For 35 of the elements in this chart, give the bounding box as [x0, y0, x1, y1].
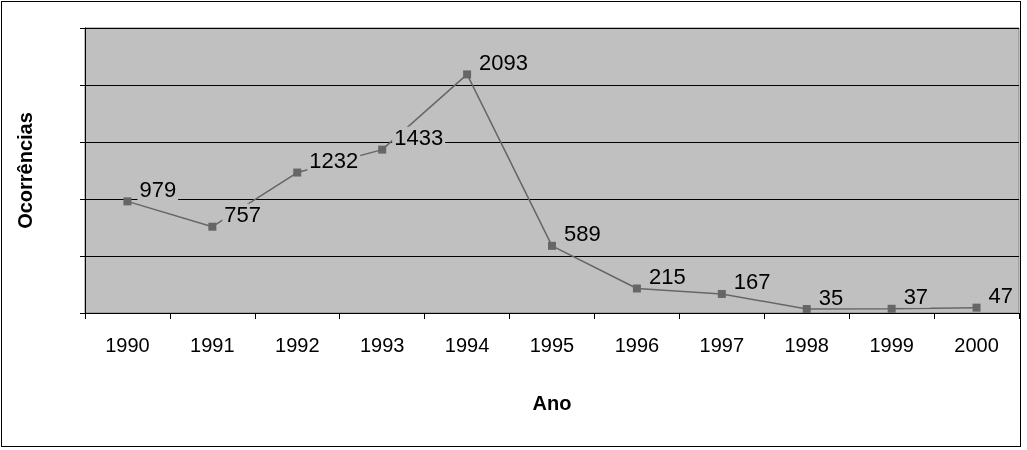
x-tick-label: 1993	[359, 334, 405, 356]
x-tick-label: 1992	[275, 334, 320, 356]
point	[802, 305, 811, 314]
data-label: 1232	[309, 148, 359, 174]
point	[972, 303, 981, 312]
point	[548, 241, 556, 250]
data-label: 37	[903, 284, 929, 310]
x-tick-label: 1994	[444, 334, 490, 356]
data-label: 35	[818, 284, 844, 310]
x-axis-title: Ano	[532, 392, 572, 414]
x-tick-label: 1999	[869, 334, 914, 356]
point	[717, 289, 726, 298]
x-tick-label: 1991	[190, 334, 235, 356]
data-label: 589	[564, 221, 601, 247]
data-label: 2093	[479, 49, 529, 75]
data-label: 757	[224, 202, 262, 228]
data-label: 1433	[394, 125, 444, 151]
data-label: 47	[988, 283, 1014, 309]
point	[378, 145, 387, 154]
x-tick-label: 2000	[954, 334, 999, 356]
point	[887, 304, 896, 313]
x-tick-label: 1995	[529, 334, 575, 356]
data-label: 979	[139, 176, 177, 202]
point	[123, 197, 132, 206]
point	[463, 70, 472, 79]
data-label: 215	[648, 263, 686, 289]
y-axis-title: Ocorrências	[14, 112, 36, 229]
point	[293, 168, 302, 177]
x-tick-label: 1996	[614, 334, 660, 356]
data-label: 167	[733, 269, 771, 295]
x-tick-label: 1998	[784, 334, 829, 356]
point	[632, 284, 641, 293]
point	[208, 222, 217, 231]
x-tick-label: 1997	[699, 334, 745, 356]
x-tick-label: 1990	[105, 334, 150, 356]
